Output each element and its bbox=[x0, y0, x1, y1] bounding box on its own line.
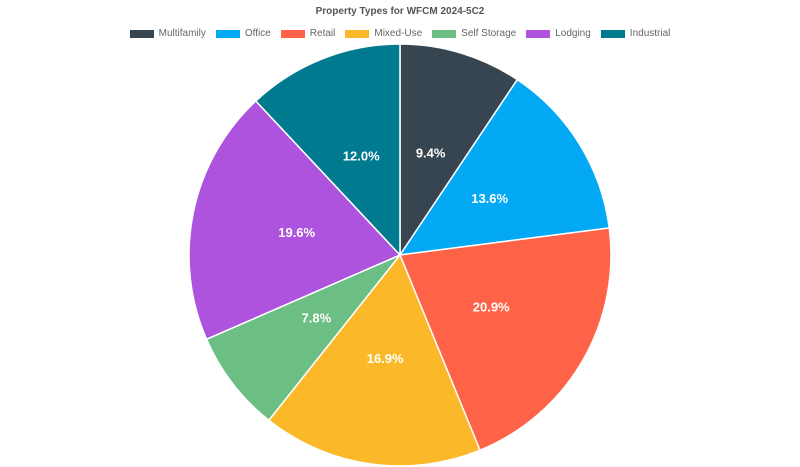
legend-item-retail[interactable]: Retail bbox=[280, 28, 336, 39]
slice-data-label: 7.8% bbox=[302, 311, 332, 326]
legend-item-office[interactable]: Office bbox=[215, 28, 271, 39]
legend-item-self-storage[interactable]: Self Storage bbox=[432, 28, 516, 39]
pie-slice-multifamily[interactable] bbox=[399, 43, 519, 258]
legend-item-lodging[interactable]: Lodging bbox=[526, 28, 591, 39]
legend-swatch bbox=[526, 29, 551, 38]
slice-data-label: 13.6% bbox=[471, 191, 508, 206]
chart-title: Property Types for WFCM 2024-5C2 bbox=[315, 6, 485, 17]
slice-data-label: 19.6% bbox=[278, 225, 315, 240]
legend-label: Mixed-Use bbox=[374, 28, 423, 39]
pie-slice-office[interactable] bbox=[398, 78, 611, 256]
legend-label: Industrial bbox=[629, 28, 671, 39]
pie-slice-mixed-use[interactable] bbox=[267, 253, 481, 467]
slice-data-label: 16.9% bbox=[367, 351, 404, 366]
pie-slice-retail[interactable] bbox=[398, 227, 612, 452]
legend-swatch bbox=[129, 29, 154, 38]
slice-data-label: 20.9% bbox=[473, 299, 510, 314]
pie-slice-lodging[interactable] bbox=[188, 99, 402, 341]
legend-label: Office bbox=[244, 28, 271, 39]
legend-label: Lodging bbox=[555, 28, 591, 39]
legend-swatch bbox=[600, 29, 625, 38]
legend-swatch bbox=[345, 29, 370, 38]
legend-swatch bbox=[280, 29, 305, 38]
legend-label: Retail bbox=[309, 28, 336, 39]
legend-item-multifamily[interactable]: Multifamily bbox=[129, 28, 206, 39]
legend: Multifamily Office Retail Mixed-Use Self Sto… bbox=[0, 28, 800, 39]
legend-swatch bbox=[215, 29, 240, 38]
legend-label: Self Storage bbox=[461, 28, 517, 39]
legend-item-mixed-use[interactable]: Mixed-Use bbox=[345, 28, 422, 39]
legend-item-industrial[interactable]: Industrial bbox=[600, 28, 671, 39]
pie-slice-industrial[interactable] bbox=[254, 43, 401, 257]
pie-slice-self-storage[interactable] bbox=[205, 254, 401, 422]
legend-swatch bbox=[432, 29, 457, 38]
slice-data-label: 9.4% bbox=[416, 145, 446, 160]
slice-data-label: 12.0% bbox=[343, 148, 380, 163]
legend-label: Multifamily bbox=[158, 28, 206, 39]
